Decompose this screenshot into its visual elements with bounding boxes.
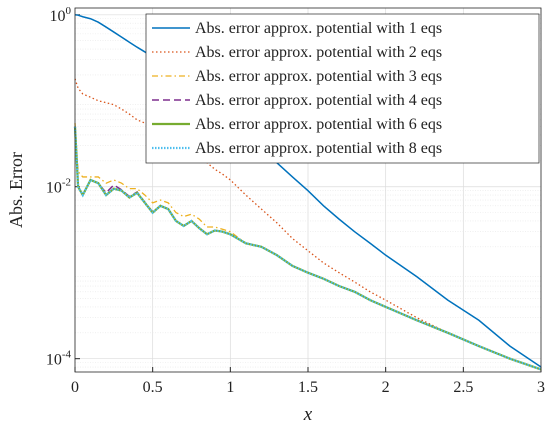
axes-box (74, 7, 542, 373)
legend-label: Abs. error approx. potential with 6 eqs (195, 116, 442, 133)
legend-label: Abs. error approx. potential with 2 eqs (195, 44, 442, 61)
legend-label: Abs. error approx. potential with 3 eqs (195, 68, 442, 85)
y-tick-label: 10-2 (46, 177, 71, 197)
y-tick-label: 10-4 (46, 349, 72, 369)
legend-label: Abs. error approx. potential with 1 eqs (195, 20, 442, 37)
x-axis-label: x (303, 404, 313, 425)
x-tick-label: 0 (71, 379, 79, 396)
x-tick-label: 2.5 (453, 379, 473, 396)
x-tick-label: 1 (226, 379, 234, 396)
legend-label: Abs. error approx. potential with 4 eqs (195, 92, 442, 109)
x-tick-label: 1.5 (298, 379, 318, 396)
x-tick-label: 3 (537, 379, 545, 396)
data-line (73, 126, 542, 371)
y-axis-label: Abs. Error (6, 152, 26, 228)
legend-label: Abs. error approx. potential with 8 eqs (195, 140, 442, 157)
x-tick-label: 2 (382, 379, 390, 396)
y-tick-label: 100 (50, 5, 72, 25)
x-tick-label: 0.5 (143, 379, 163, 396)
legend-box (145, 13, 540, 164)
